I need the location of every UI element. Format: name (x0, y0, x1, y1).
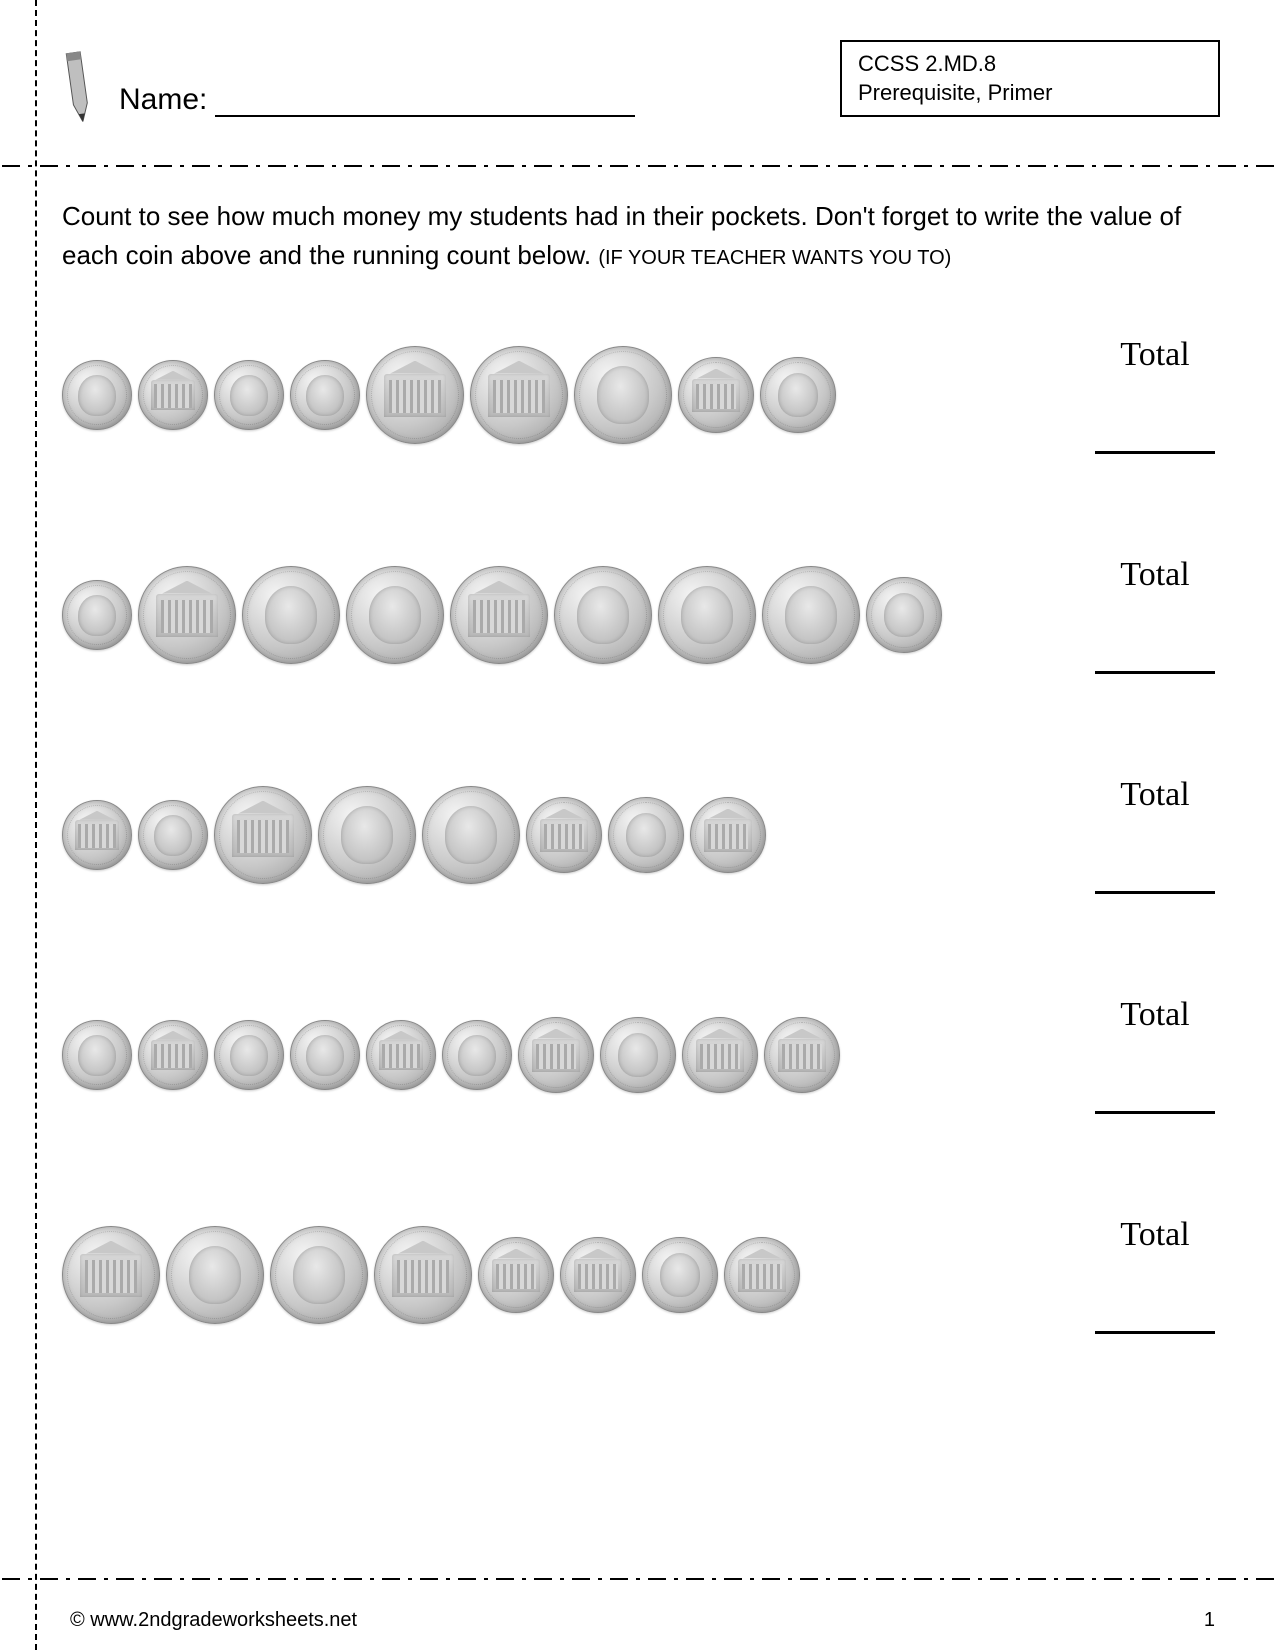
standard-subtitle: Prerequisite, Primer (858, 79, 1202, 108)
nickel-coin (242, 566, 340, 664)
instructions-note: (IF YOUR TEACHER WANTS YOU TO) (598, 247, 951, 269)
name-field[interactable]: Name: (119, 83, 635, 117)
total-column: Total (1070, 336, 1220, 454)
nickel-coin (270, 1226, 368, 1324)
total-label: Total (1090, 336, 1220, 374)
total-input-line[interactable] (1095, 1284, 1215, 1334)
nickel-coin (422, 786, 520, 884)
name-label: Name: (119, 83, 207, 117)
coin-group (62, 346, 1070, 444)
nickel-coin (470, 346, 568, 444)
nickel-coin (450, 566, 548, 664)
total-label: Total (1090, 776, 1220, 814)
standard-code: CCSS 2.MD.8 (858, 50, 1202, 79)
total-input-line[interactable] (1095, 1064, 1215, 1114)
penny-coin (518, 1017, 594, 1093)
penny-coin (764, 1017, 840, 1093)
coin-rows: Total Total Total Total Total (37, 295, 1240, 1375)
dime-coin (62, 1020, 132, 1090)
coin-row: Total (62, 1175, 1220, 1375)
nickel-coin (366, 346, 464, 444)
nickel-coin (658, 566, 756, 664)
header: Name: CCSS 2.MD.8 Prerequisite, Primer (37, 0, 1240, 137)
penny-coin (642, 1237, 718, 1313)
page-number: 1 (1204, 1609, 1215, 1632)
nickel-coin (138, 566, 236, 664)
divider-top (2, 165, 1275, 167)
name-input-line[interactable] (215, 87, 635, 117)
dime-coin (290, 360, 360, 430)
coin-row: Total (62, 515, 1220, 715)
coin-group (62, 566, 1070, 664)
penny-coin (682, 1017, 758, 1093)
dime-coin (62, 580, 132, 650)
penny-coin (690, 797, 766, 873)
penny-coin (866, 577, 942, 653)
nickel-coin (214, 786, 312, 884)
penny-coin (760, 357, 836, 433)
total-column: Total (1070, 556, 1220, 674)
total-label: Total (1090, 556, 1220, 594)
dime-coin (290, 1020, 360, 1090)
dime-coin (442, 1020, 512, 1090)
total-column: Total (1070, 1216, 1220, 1334)
penny-coin (724, 1237, 800, 1313)
worksheet-page: Name: CCSS 2.MD.8 Prerequisite, Primer C… (35, 0, 1240, 1650)
dime-coin (62, 360, 132, 430)
dime-coin (138, 800, 208, 870)
dime-coin (366, 1020, 436, 1090)
pencil-icon (62, 51, 94, 123)
penny-coin (478, 1237, 554, 1313)
nickel-coin (762, 566, 860, 664)
coin-row: Total (62, 735, 1220, 935)
nickel-coin (374, 1226, 472, 1324)
copyright: © www.2ndgradeworksheets.net (70, 1609, 357, 1632)
dime-coin (138, 360, 208, 430)
nickel-coin (346, 566, 444, 664)
total-column: Total (1070, 776, 1220, 894)
nickel-coin (318, 786, 416, 884)
dime-coin (138, 1020, 208, 1090)
nickel-coin (574, 346, 672, 444)
total-label: Total (1090, 996, 1220, 1034)
divider-bottom (2, 1578, 1275, 1580)
penny-coin (560, 1237, 636, 1313)
coin-row: Total (62, 295, 1220, 495)
coin-group (62, 1017, 1070, 1093)
penny-coin (526, 797, 602, 873)
total-input-line[interactable] (1095, 844, 1215, 894)
standard-box: CCSS 2.MD.8 Prerequisite, Primer (840, 40, 1220, 117)
penny-coin (600, 1017, 676, 1093)
total-label: Total (1090, 1216, 1220, 1254)
coin-group (62, 786, 1070, 884)
footer: © www.2ndgradeworksheets.net 1 (0, 1609, 1275, 1632)
total-input-line[interactable] (1095, 624, 1215, 674)
coin-group (62, 1226, 1070, 1324)
total-input-line[interactable] (1095, 404, 1215, 454)
dime-coin (62, 800, 132, 870)
penny-coin (608, 797, 684, 873)
dime-coin (214, 1020, 284, 1090)
coin-row: Total (62, 955, 1220, 1155)
nickel-coin (166, 1226, 264, 1324)
instructions: Count to see how much money my students … (37, 157, 1240, 295)
dime-coin (214, 360, 284, 430)
nickel-coin (62, 1226, 160, 1324)
nickel-coin (554, 566, 652, 664)
penny-coin (678, 357, 754, 433)
total-column: Total (1070, 996, 1220, 1114)
